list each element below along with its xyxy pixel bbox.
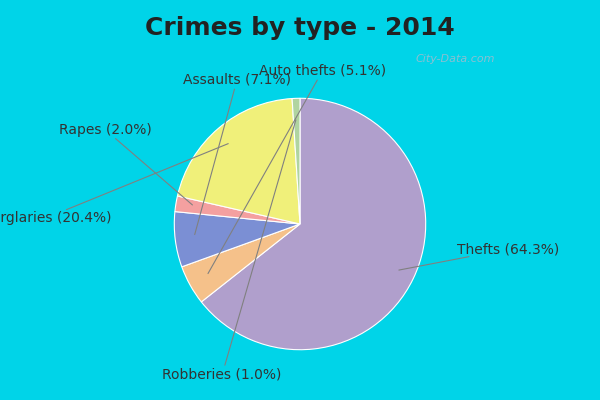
Text: Thefts (64.3%): Thefts (64.3%) [399,242,559,270]
Wedge shape [178,98,300,224]
Wedge shape [174,212,300,267]
Wedge shape [182,224,300,302]
Wedge shape [292,98,300,224]
Text: City-Data.com: City-Data.com [415,54,495,64]
Text: Burglaries (20.4%): Burglaries (20.4%) [0,144,228,225]
Wedge shape [202,98,426,350]
Text: Assaults (7.1%): Assaults (7.1%) [183,72,291,234]
Wedge shape [175,196,300,224]
Text: Robberies (1.0%): Robberies (1.0%) [163,120,296,382]
Text: Crimes by type - 2014: Crimes by type - 2014 [145,16,455,40]
Text: Rapes (2.0%): Rapes (2.0%) [59,123,193,205]
Text: Auto thefts (5.1%): Auto thefts (5.1%) [208,64,386,274]
